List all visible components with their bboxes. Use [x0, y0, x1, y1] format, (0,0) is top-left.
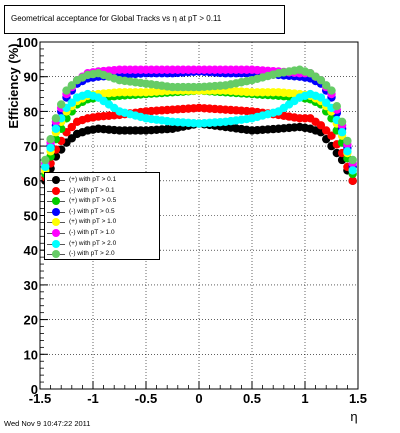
data-point [57, 100, 66, 109]
legend-label: (+) with pT > 0.1 [69, 176, 117, 183]
y-tick-label: 70 [24, 139, 38, 154]
legend-entry: (-) with pT > 0.5 [45, 207, 159, 218]
data-point [348, 155, 357, 165]
y-tick-label: 50 [24, 209, 38, 224]
legend-marker [52, 239, 60, 248]
data-point [337, 128, 347, 137]
y-tick-label: 60 [24, 174, 38, 189]
y-axis-label: Efficiency (%) [6, 43, 21, 128]
legend-label: (-) with pT > 0.5 [69, 207, 115, 215]
series-7 [41, 65, 357, 165]
y-tick-label: 80 [24, 104, 38, 119]
data-point [327, 131, 336, 140]
data-point [322, 81, 331, 90]
data-point [337, 117, 347, 127]
legend-label: (-) with pT > 0.1 [69, 186, 115, 194]
x-tick-label: 0.5 [243, 391, 261, 406]
data-point [51, 114, 61, 123]
data-point [67, 122, 77, 132]
legend-label: (-) with pT > 1.0 [69, 229, 115, 236]
data-point [62, 86, 71, 95]
x-tick-label: 0 [195, 391, 202, 406]
data-point [67, 81, 77, 90]
legend-label: (+) with pT > 0.5 [69, 197, 117, 205]
data-point [322, 98, 331, 107]
data-point [316, 75, 326, 85]
data-points [41, 65, 357, 185]
data-point [322, 126, 331, 135]
data-point [46, 134, 55, 144]
y-tick-label: 30 [24, 278, 38, 293]
x-axis-label: η [350, 409, 357, 424]
data-point [51, 124, 61, 133]
legend-entry: (-) with pT > 0.1 [45, 186, 159, 197]
timestamp: Wed Nov 9 10:47:22 2011 [4, 419, 91, 428]
data-point [46, 143, 55, 153]
data-point [316, 121, 326, 130]
data-point [332, 101, 341, 111]
legend-label: (+) with pT > 2.0 [69, 239, 117, 247]
data-point [41, 155, 50, 165]
data-point [343, 136, 352, 146]
data-point [348, 176, 357, 185]
legend-marker [52, 186, 60, 195]
data-point [327, 86, 336, 95]
y-tick-label: 10 [24, 347, 38, 362]
chart-title: Geometrical acceptance for Global Tracks… [11, 14, 222, 23]
y-tick-label: 20 [24, 313, 38, 328]
legend-label: (+) with pT > 1.0 [69, 218, 117, 226]
legend-entry: (+) with pT > 0.1 [45, 175, 159, 186]
x-tick-label: 1.5 [349, 391, 367, 406]
legend-marker [52, 176, 60, 184]
legend-entry: (+) with pT > 2.0 [45, 239, 159, 250]
x-tick-label: -0.5 [135, 391, 157, 406]
data-point [343, 147, 352, 156]
data-point [316, 93, 326, 102]
y-tick-label: 40 [24, 243, 38, 258]
x-tick-label: -1 [87, 391, 99, 406]
axis-ticks: -1.5 -1 -0.5 0 0.5 1 1.5 0 10 20 30 40 50 60 70 80 90 100 [16, 35, 367, 406]
data-point [41, 162, 50, 172]
legend-marker [52, 218, 60, 227]
legend-entry: (-) with pT > 2.0 [45, 249, 159, 260]
series-1 [41, 103, 357, 185]
legend-marker [52, 197, 60, 206]
data-point [67, 98, 77, 107]
x-tick-label: 1 [301, 391, 308, 406]
legend-entry: (+) with pT > 0.5 [45, 196, 159, 207]
y-tick-label: 0 [31, 382, 38, 397]
title-box: Geometrical acceptance for Global Tracks… [4, 5, 285, 34]
legend-entry: (+) with pT > 1.0 [45, 217, 159, 228]
y-tick-label: 90 [24, 70, 38, 85]
y-tick-label: 100 [16, 35, 38, 50]
x-tick-label: -1.5 [29, 391, 51, 406]
series-6 [41, 89, 357, 175]
legend-label: (-) with pT > 2.0 [69, 250, 115, 258]
legend-marker [52, 250, 60, 259]
legend-marker [52, 207, 60, 216]
legend-marker [52, 229, 60, 237]
legend-entry: (-) with pT > 1.0 [45, 228, 159, 239]
data-point [348, 166, 357, 175]
legend: (+) with pT > 0.1 (-) with pT > 0.1 (+) wi… [44, 172, 160, 260]
